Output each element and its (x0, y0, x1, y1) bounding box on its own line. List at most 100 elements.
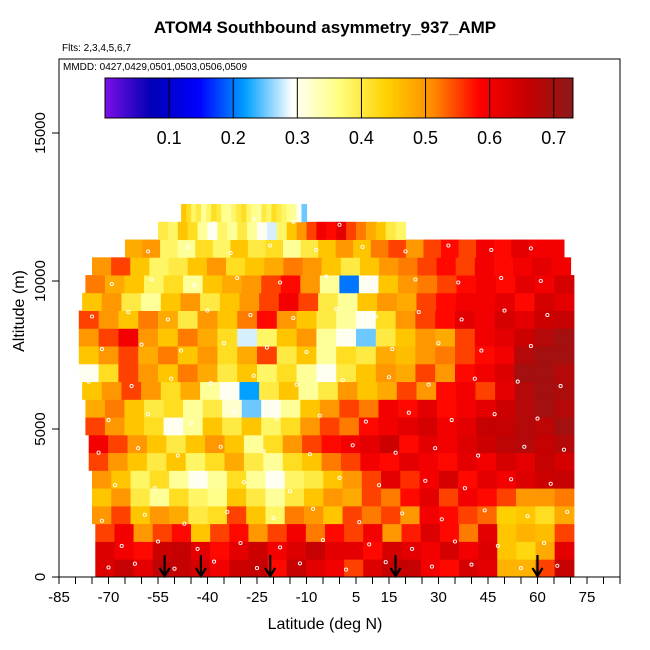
heat-cell (144, 417, 165, 436)
sample-point (347, 342, 352, 347)
sample-point (251, 373, 256, 378)
sample-point (235, 275, 240, 281)
heat-cell (266, 204, 272, 223)
colorbar-segment (365, 78, 369, 118)
colorbar-segment (331, 78, 335, 118)
sample-point (452, 539, 458, 544)
heat-cell (455, 363, 476, 383)
heat-cell (358, 399, 380, 418)
colorbar-segment (203, 78, 207, 118)
heat-cell (514, 381, 536, 400)
colorbar-segment (404, 78, 408, 118)
heat-cell (217, 328, 238, 347)
heat-cell (342, 505, 363, 525)
heat-cell (114, 559, 135, 578)
colorbar-segment (541, 78, 545, 118)
x-axis-title: Latitude (deg N) (267, 616, 383, 633)
heat-cell (138, 363, 159, 383)
heat-cell (163, 399, 184, 418)
colorbar-segment (388, 78, 392, 118)
sample-point (99, 347, 104, 352)
sample-point (538, 278, 543, 284)
heat-cell (363, 559, 383, 578)
heat-cell (346, 221, 357, 240)
sample-point (132, 561, 137, 566)
heat-cell (435, 310, 456, 329)
heat-cell (415, 310, 436, 329)
sample-point (231, 409, 236, 414)
colorbar-segment (107, 78, 111, 118)
colorbar-segment (523, 78, 527, 118)
heat-cell (98, 363, 119, 383)
colorbar-segment (258, 78, 262, 118)
colorbar-segment (305, 78, 309, 118)
heat-cell (241, 399, 262, 418)
heat-cell (437, 275, 458, 294)
colorbar-segment (159, 78, 163, 118)
sample-point (479, 348, 484, 353)
heat-cell (104, 275, 126, 294)
y-tick-label: 5000 (32, 412, 49, 445)
colorbar-segment (380, 78, 384, 118)
heat-cell (370, 239, 389, 258)
heat-cell (458, 488, 479, 507)
heat-cell (230, 239, 249, 258)
heat-cell (284, 488, 305, 507)
heat-cell (227, 221, 238, 240)
colorbar-segment (227, 78, 231, 118)
sample-point (307, 452, 312, 457)
sample-point (370, 281, 375, 287)
sample-point (400, 511, 405, 516)
heat-cell (78, 328, 100, 347)
sample-point (446, 243, 451, 248)
heat-cell (554, 434, 575, 454)
sample-point (99, 518, 104, 523)
colorbar-segment (133, 78, 137, 118)
heat-cell (108, 434, 129, 454)
sample-point (228, 250, 233, 255)
heat-cell (358, 417, 380, 436)
sample-point (271, 515, 276, 520)
colorbar-segment (149, 78, 153, 118)
heat-cell (300, 239, 319, 258)
x-tick-label: 15 (381, 589, 398, 606)
colorbar-segment (279, 78, 283, 118)
sample-point (489, 247, 494, 252)
x-tick-label: 30 (430, 589, 447, 606)
heat-cell (276, 363, 298, 383)
heat-cell (554, 381, 575, 400)
colorbar-segment (547, 78, 551, 118)
heat-cell (282, 434, 303, 454)
heat-cell (186, 204, 192, 223)
sample-point (179, 348, 184, 353)
heat-cell (474, 310, 496, 329)
colorbar-segment (518, 78, 522, 118)
heat-cell (171, 541, 192, 560)
heat-cell (401, 523, 422, 542)
colorbar-segment (232, 78, 236, 118)
heat-cell (396, 292, 418, 311)
heat-cell (337, 381, 359, 400)
heat-cell (495, 381, 516, 400)
heat-cell (514, 346, 535, 365)
heat-cell (303, 470, 324, 489)
sample-point (212, 559, 217, 564)
heat-cell (229, 523, 250, 542)
colorbar-segment (281, 78, 285, 118)
colorbar-segment (424, 78, 428, 118)
colorbar-segment (354, 78, 358, 118)
heat-cell (515, 275, 536, 294)
sample-point (492, 412, 497, 417)
colorbar-segment (216, 78, 220, 118)
sample-point (146, 412, 151, 417)
colorbar-segment (515, 78, 519, 118)
heat-cell (361, 488, 382, 507)
heat-cell (435, 328, 456, 347)
heat-cell (219, 292, 241, 311)
y-tick-label: 15000 (32, 112, 49, 154)
heat-cell (535, 488, 556, 507)
sample-point (337, 475, 342, 480)
colorbar-segment (333, 78, 337, 118)
heat-cell (226, 204, 232, 223)
heat-cell (400, 505, 421, 525)
